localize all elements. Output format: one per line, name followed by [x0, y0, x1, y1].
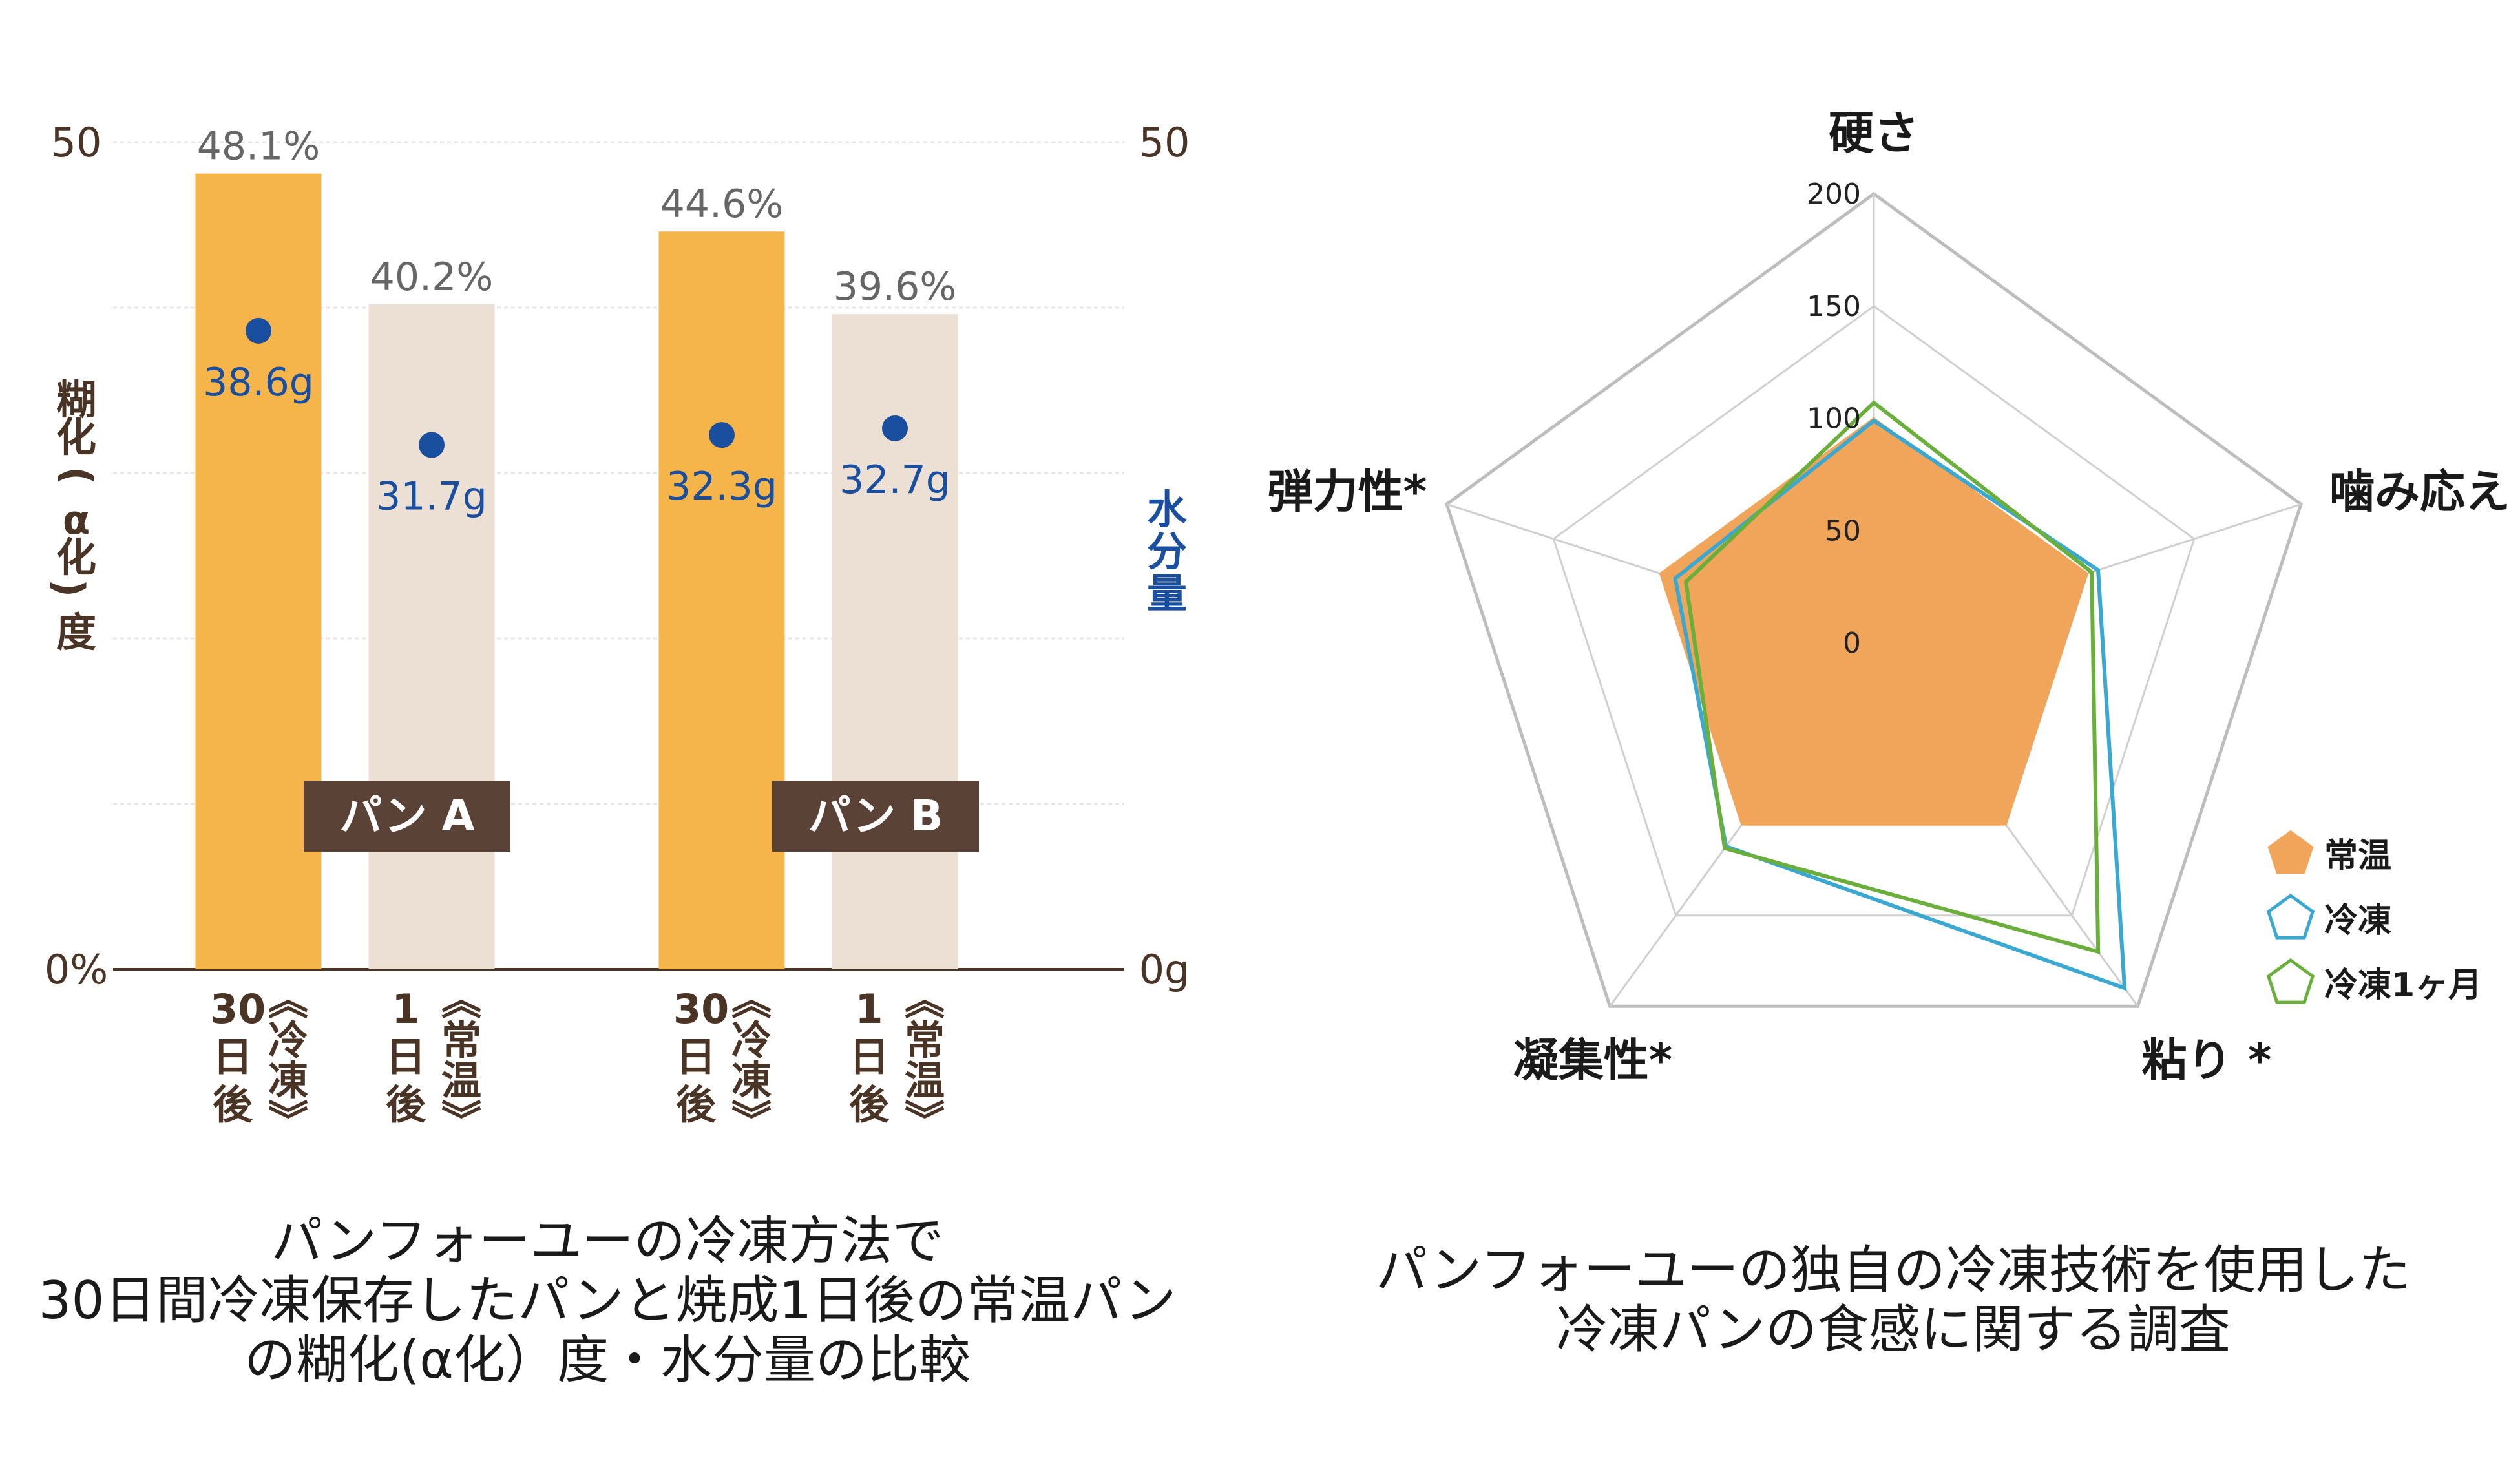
bar-value-label: 48.1%	[197, 124, 320, 169]
water-value-label: 38.6g	[203, 360, 314, 405]
water-point	[246, 317, 271, 344]
water-value-label: 32.3g	[666, 464, 777, 509]
bar-category-label: 30 日後	[673, 985, 730, 1128]
bar-chart-caption: パンフォーユーの冷凍方法で 30日間冷凍保存したパンと焼成1日後の常温パン の糊…	[0, 1212, 1215, 1390]
left-axis-label-char: 度	[56, 609, 96, 656]
bar-caption-line-3: の糊化(α化）度・水分量の比較	[244, 1330, 971, 1390]
radar-tick-label: 50	[1825, 514, 1861, 547]
water-point	[419, 432, 445, 458]
radar-grid-ring	[1445, 191, 2303, 1008]
radar-series-line	[1673, 418, 2127, 991]
radar-grid-ring	[1552, 304, 2196, 917]
radar-axis-label: 凝集性*	[1513, 1034, 1673, 1087]
right-tick-label: 50	[1139, 119, 1190, 166]
left-axis-label-char: α	[63, 496, 90, 543]
radar-series-line	[1683, 400, 2101, 954]
water-point	[882, 415, 908, 441]
radar-caption-line-2: 冷凍パンの食感に関する調査	[1556, 1299, 2231, 1360]
radar-tick-label: 0	[1843, 627, 1861, 660]
group-label: パン A	[339, 791, 474, 841]
right-axis-label-char: 水	[1147, 486, 1188, 533]
left-tick-label: 50	[51, 119, 102, 166]
radar-axis-label: 噛み応え	[2329, 465, 2510, 518]
legend-marker	[2266, 893, 2315, 940]
radar-axis-label: 弾力性*	[1268, 465, 1427, 518]
radar-caption-line-1: パンフォーユーの独自の冷凍技術を使用した	[1376, 1240, 2411, 1300]
left-axis-label-char: 化	[56, 534, 96, 581]
right-axis-label-char: 量	[1147, 570, 1187, 617]
water-point	[709, 422, 735, 448]
bar-value-label: 40.2%	[370, 255, 494, 300]
radar-series-area	[1659, 417, 2089, 826]
radar-chart-caption: パンフォーユーの独自の冷凍技術を使用した 冷凍パンの食感に関する調査	[1312, 1241, 2475, 1360]
group-label-box	[772, 781, 979, 852]
right-axis-label-char: 分	[1147, 528, 1187, 575]
water-value-label: 32.7g	[839, 458, 950, 503]
bar-category-sublabel: 《冷凍》	[261, 979, 308, 1139]
legend-marker	[2267, 830, 2314, 874]
left-axis-label-char: )	[46, 579, 93, 597]
left-axis-label-char: (	[54, 467, 101, 485]
radar-tick-label: 150	[1807, 290, 1861, 323]
bar-category-label: 30 日後	[210, 985, 266, 1128]
bar-value-label: 44.6%	[660, 182, 784, 227]
left-axis-label-char: 化	[56, 414, 96, 461]
group-label: パン B	[808, 791, 943, 841]
left-axis-label-char: 糊	[56, 376, 96, 423]
water-value-label: 31.7g	[376, 474, 487, 519]
bar	[832, 314, 958, 969]
radar-axis-label: 硬さ	[1829, 107, 1919, 160]
bar-caption-line-2: 30日間冷凍保存したパンと焼成1日後の常温パン	[38, 1270, 1177, 1330]
bar	[368, 304, 495, 969]
legend-label: 冷凍	[2324, 901, 2391, 940]
legend-marker	[2266, 958, 2315, 1004]
radar-tick-label: 100	[1807, 403, 1861, 436]
right-tick-label: 0g	[1139, 946, 1190, 993]
legend-label: 常温	[2324, 837, 2391, 876]
bar-category-sublabel: 《冷凍》	[724, 979, 772, 1139]
bar-value-label: 39.6%	[834, 264, 957, 310]
radar-tick-label: 200	[1807, 178, 1861, 211]
bar-category-sublabel: 《常温》	[434, 979, 481, 1139]
bar-caption-line-1: パンフォーユーの冷凍方法で	[271, 1211, 944, 1271]
left-tick-label: 0%	[45, 946, 108, 993]
radar-axis-label: 粘り *	[2142, 1034, 2272, 1087]
group-label-box	[304, 781, 510, 852]
legend-label: 冷凍1ヶ月	[2324, 966, 2482, 1005]
bar	[195, 173, 322, 969]
bar-category-sublabel: 《常温》	[898, 979, 945, 1139]
bar	[658, 231, 785, 969]
